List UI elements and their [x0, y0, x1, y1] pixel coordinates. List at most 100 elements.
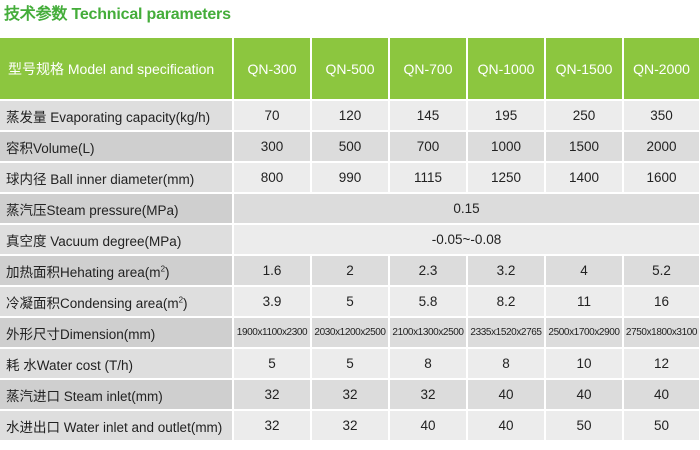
value-cell: 500	[311, 131, 390, 163]
value-cell: 11	[545, 286, 624, 318]
value-cell: 2500x1700x2900	[545, 317, 624, 349]
value-cell: 350	[623, 100, 700, 132]
value-cell: 50	[623, 410, 700, 442]
value-cell: 800	[233, 162, 312, 194]
value-cell: 145	[389, 100, 468, 132]
row-label: 外形尺寸Dimension(mm)	[0, 317, 234, 349]
value-cell: 10	[545, 348, 624, 380]
value-cell: 2000	[623, 131, 700, 163]
header-model: QN-500	[311, 38, 390, 101]
value-cell: 1500	[545, 131, 624, 163]
value-cell: 12	[623, 348, 700, 380]
value-cell: 1250	[467, 162, 546, 194]
row-label-text: 外形尺寸Dimension(mm)	[6, 326, 156, 342]
value-cell: 40	[389, 410, 468, 442]
row-label-text: 蒸汽压Steam pressure(MPa)	[6, 202, 179, 218]
row-label-superscript: 2	[178, 295, 184, 304]
row-label-text: 真空度 Vacuum degree(MPa)	[6, 233, 182, 249]
value-cell: 195	[467, 100, 546, 132]
table-row: 冷凝面积Condensing area(m2) 3.9 5 5.8 8.2 11 16	[0, 286, 700, 318]
value-cell: 8.2	[467, 286, 546, 318]
value-cell: 3.2	[467, 255, 546, 287]
value-cell: 1900x1100x2300	[233, 317, 312, 349]
table-row: 球内径 Ball inner diameter(mm) 800 990 1115 125…	[0, 162, 700, 194]
header-model: QN-300	[233, 38, 312, 101]
row-label: 球内径 Ball inner diameter(mm)	[0, 162, 234, 194]
value-cell: 1.6	[233, 255, 312, 287]
merged-value-cell: -0.05~-0.08	[233, 224, 700, 256]
value-cell: 40	[467, 410, 546, 442]
value-cell: 2030x1200x2500	[311, 317, 390, 349]
value-cell: 2100x1300x2500	[389, 317, 468, 349]
value-cell: 1115	[389, 162, 468, 194]
value-cell: 5.8	[389, 286, 468, 318]
value-cell: 2335x1520x2765	[467, 317, 546, 349]
table-row: 蒸汽进口 Steam inlet(mm) 32 32 32 40 40 40	[0, 379, 700, 411]
page-title: 技术参数 Technical parameters	[4, 6, 231, 23]
table-row: 水进出口 Water inlet and outlet(mm) 32 32 40 40 5…	[0, 410, 700, 442]
table-header-row: 型号规格 Model and specification QN-300 QN-5…	[0, 38, 700, 101]
value-cell: 120	[311, 100, 390, 132]
row-label: 加热面积Hehating area(m2)	[0, 255, 234, 287]
row-label: 耗 水Water cost (T/h)	[0, 348, 234, 380]
table-row: 外形尺寸Dimension(mm) 1900x1100x2300 2030x1200…	[0, 317, 700, 349]
value-cell: 70	[233, 100, 312, 132]
row-label: 蒸发量 Evaporating capacity(kg/h)	[0, 100, 234, 132]
value-cell: 40	[623, 379, 700, 411]
merged-value-cell: 0.15	[233, 193, 700, 225]
value-cell: 1400	[545, 162, 624, 194]
value-cell: 16	[623, 286, 700, 318]
value-cell: 2	[311, 255, 390, 287]
value-cell: 250	[545, 100, 624, 132]
row-label: 蒸汽压Steam pressure(MPa)	[0, 193, 234, 225]
value-cell: 4	[545, 255, 624, 287]
value-cell: 40	[467, 379, 546, 411]
value-cell: 8	[389, 348, 468, 380]
table-row: 加热面积Hehating area(m2) 1.6 2 2.3 3.2 4 5.2	[0, 255, 700, 287]
header-model-label: 型号规格 Model and specification	[0, 38, 234, 101]
value-cell: 300	[233, 131, 312, 163]
value-cell: 32	[389, 379, 468, 411]
value-cell: 32	[311, 410, 390, 442]
row-label-text: 加热面积Hehating area(m	[6, 264, 161, 280]
value-cell: 990	[311, 162, 390, 194]
value-cell: 1000	[467, 131, 546, 163]
spec-table-body: 蒸发量 Evaporating capacity(kg/h) 70 120 145 19…	[0, 100, 700, 442]
header-model: QN-1500	[545, 38, 624, 101]
header-model: QN-1000	[467, 38, 546, 101]
row-label-superscript: 2	[160, 264, 166, 273]
table-row: 真空度 Vacuum degree(MPa) -0.05~-0.08	[0, 224, 700, 256]
row-label-text: 蒸汽进口 Steam inlet(mm)	[6, 388, 163, 404]
value-cell: 32	[311, 379, 390, 411]
table-row: 蒸发量 Evaporating capacity(kg/h) 70 120 145 19…	[0, 100, 700, 132]
row-label: 容积Volume(L)	[0, 131, 234, 163]
row-label-end: )	[165, 264, 170, 280]
header-model: QN-700	[389, 38, 468, 101]
value-cell: 50	[545, 410, 624, 442]
value-cell: 32	[233, 379, 312, 411]
value-cell: 32	[233, 410, 312, 442]
header-model: QN-2000	[623, 38, 700, 101]
value-cell: 5.2	[623, 255, 700, 287]
value-cell: 700	[389, 131, 468, 163]
value-cell: 8	[467, 348, 546, 380]
row-label: 水进出口 Water inlet and outlet(mm)	[0, 410, 234, 442]
value-cell: 40	[545, 379, 624, 411]
value-cell: 2.3	[389, 255, 468, 287]
row-label: 真空度 Vacuum degree(MPa)	[0, 224, 234, 256]
row-label: 蒸汽进口 Steam inlet(mm)	[0, 379, 234, 411]
row-label-text: 冷凝面积Condensing area(m	[6, 295, 179, 311]
spec-table: 型号规格 Model and specification QN-300 QN-5…	[0, 38, 700, 442]
value-cell: 5	[311, 348, 390, 380]
value-cell: 5	[311, 286, 390, 318]
table-row: 蒸汽压Steam pressure(MPa) 0.15	[0, 193, 700, 225]
row-label: 冷凝面积Condensing area(m2)	[0, 286, 234, 318]
row-label-text: 蒸发量 Evaporating capacity(kg/h)	[6, 109, 211, 125]
row-label-end: )	[183, 295, 188, 311]
row-label-text: 球内径 Ball inner diameter(mm)	[6, 171, 195, 187]
row-label-text: 水进出口 Water inlet and outlet(mm)	[6, 419, 223, 435]
table-row: 耗 水Water cost (T/h) 5 5 8 8 10 12	[0, 348, 700, 380]
row-label-text: 耗 水Water cost (T/h)	[6, 357, 134, 373]
value-cell: 3.9	[233, 286, 312, 318]
